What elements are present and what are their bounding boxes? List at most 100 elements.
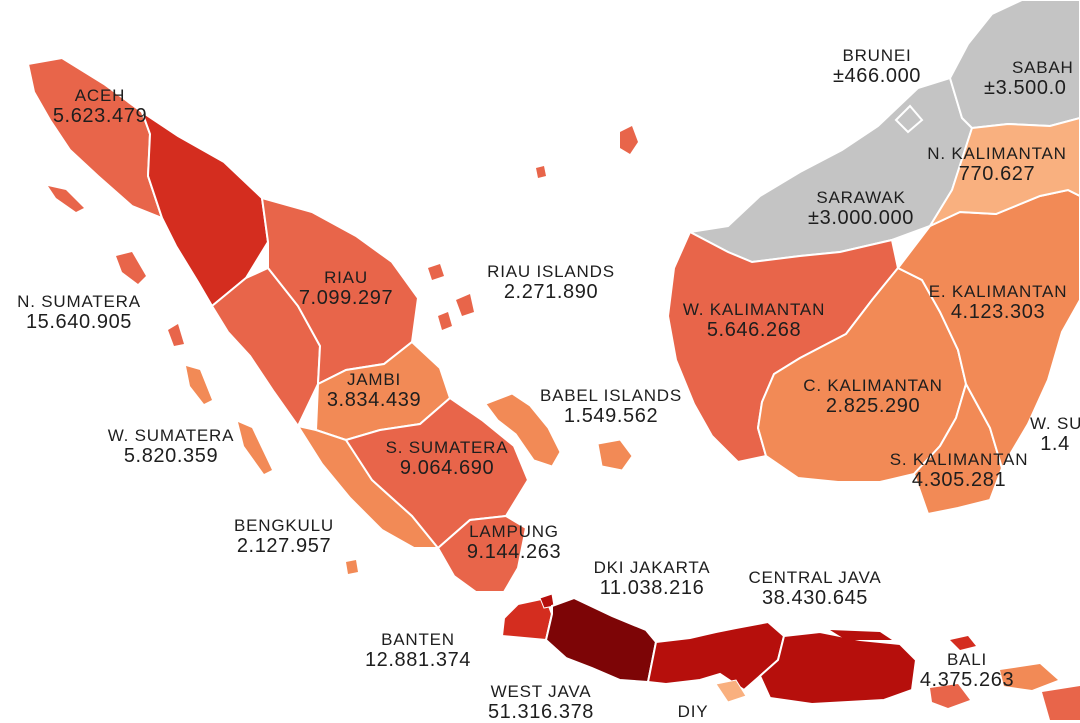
label-lampung: LAMPUNG 9.144.263 bbox=[450, 522, 578, 563]
label-sabah-value: ±3.500.0 bbox=[984, 77, 1067, 100]
region-sabah-shape bbox=[948, 0, 1080, 130]
region-lampung-shape bbox=[436, 514, 528, 593]
region-small-island-shape bbox=[168, 324, 184, 346]
label-brunei: BRUNEI ±466.000 bbox=[818, 46, 936, 87]
region-lesser-sunda-shape-3 bbox=[1042, 686, 1080, 720]
label-jambi-name: JAMBI bbox=[346, 370, 402, 389]
region-mentawai-shape-2 bbox=[238, 422, 272, 474]
label-brunei-name: BRUNEI bbox=[842, 46, 912, 65]
region-north-kalimantan-shape bbox=[927, 116, 1080, 229]
region-belitung-shape bbox=[597, 439, 633, 471]
label-west-kalimantan-value: 5.646.268 bbox=[706, 319, 802, 342]
label-bali-name: BALI bbox=[946, 650, 988, 669]
label-west-sumatera: W. SUMATERA 5.820.359 bbox=[92, 426, 250, 467]
label-aceh-name: ACEH bbox=[74, 86, 126, 105]
label-bengkulu: BENGKULU 2.127.957 bbox=[220, 516, 348, 557]
label-riau-islands-value: 2.271.890 bbox=[503, 281, 599, 304]
label-dki-jakarta-value: 11.038.216 bbox=[599, 577, 705, 600]
label-bali: BALI 4.375.263 bbox=[914, 650, 1020, 691]
label-north-sumatera: N. SUMATERA 15.640.905 bbox=[0, 292, 158, 333]
label-sarawak-value: ±3.000.000 bbox=[808, 207, 914, 230]
region-riau-islands-shape-2 bbox=[428, 264, 444, 280]
label-riau-islands: RIAU ISLANDS 2.271.890 bbox=[470, 262, 632, 303]
region-east-java-shape bbox=[758, 630, 918, 706]
region-aceh-shape bbox=[26, 56, 164, 220]
label-sabah-name: SABAH bbox=[1012, 58, 1074, 77]
region-south-sumatera-shape bbox=[344, 396, 530, 550]
label-west-sulawesi: W. SU 1.4 bbox=[1030, 414, 1080, 455]
label-south-kalimantan-value: 4.305.281 bbox=[911, 469, 1007, 492]
label-lampung-name: LAMPUNG bbox=[469, 522, 559, 541]
label-aceh: ACEH 5.623.479 bbox=[40, 86, 160, 127]
region-diy-shape bbox=[715, 679, 747, 703]
region-west-java-shape bbox=[544, 596, 658, 684]
region-riau-islands-shape-3 bbox=[456, 294, 474, 316]
region-mentawai-shape-1 bbox=[186, 366, 212, 404]
region-simeulue-shape bbox=[48, 186, 84, 212]
label-sarawak-name: SARAWAK bbox=[816, 188, 906, 207]
region-enggano-shape bbox=[346, 560, 358, 574]
label-central-kalimantan-name: C. KALIMANTAN bbox=[803, 376, 943, 395]
label-west-java: WEST JAVA 51.316.378 bbox=[468, 682, 614, 723]
label-riau: RIAU 7.099.297 bbox=[284, 268, 408, 309]
label-dki-jakarta-name: DKI JAKARTA bbox=[593, 558, 711, 577]
label-jambi-value: 3.834.439 bbox=[326, 389, 422, 412]
label-west-sulawesi-name: W. SU bbox=[1030, 414, 1080, 433]
label-west-sumatera-name: W. SUMATERA bbox=[107, 426, 235, 445]
region-bali-shape bbox=[950, 636, 976, 650]
label-dki-jakarta: DKI JAKARTA 11.038.216 bbox=[576, 558, 728, 599]
label-central-kalimantan: C. KALIMANTAN 2.825.290 bbox=[788, 376, 958, 417]
label-north-sumatera-name: N. SUMATERA bbox=[17, 292, 141, 311]
label-bengkulu-name: BENGKULU bbox=[234, 516, 334, 535]
label-south-sumatera-value: 9.064.690 bbox=[399, 457, 495, 480]
label-lampung-value: 9.144.263 bbox=[466, 541, 562, 564]
region-bangka-shape bbox=[485, 393, 561, 467]
label-diy-name: DIY bbox=[677, 702, 709, 721]
label-babel-islands-value: 1.549.562 bbox=[563, 405, 659, 428]
label-west-kalimantan: W. KALIMANTAN 5.646.268 bbox=[666, 300, 842, 341]
label-west-java-value: 51.316.378 bbox=[487, 701, 595, 723]
label-babel-islands-name: BABEL ISLANDS bbox=[539, 386, 683, 405]
label-banten-value: 12.881.374 bbox=[364, 649, 472, 672]
label-south-sumatera-name: S. SUMATERA bbox=[385, 438, 509, 457]
label-riau-name: RIAU bbox=[324, 268, 368, 287]
label-west-kalimantan-name: W. KALIMANTAN bbox=[682, 300, 826, 319]
region-riau-islands-shape-1 bbox=[620, 126, 638, 154]
label-babel-islands: BABEL ISLANDS 1.549.562 bbox=[522, 386, 700, 427]
region-madura-shape bbox=[830, 630, 892, 640]
label-central-kalimantan-value: 2.825.290 bbox=[825, 395, 921, 418]
label-central-java-name: CENTRAL JAVA bbox=[748, 568, 882, 587]
region-lesser-sunda-shape-2 bbox=[1000, 664, 1058, 690]
region-riau-islands-shape-5 bbox=[536, 166, 546, 178]
label-bali-value: 4.375.263 bbox=[919, 669, 1015, 692]
region-riau-islands-shape-4 bbox=[438, 312, 452, 330]
label-north-kalimantan-name: N. KALIMANTAN bbox=[927, 144, 1067, 163]
label-central-java-value: 38.430.645 bbox=[761, 587, 869, 610]
label-diy: DIY bbox=[666, 702, 720, 721]
label-west-sulawesi-value: 1.4 bbox=[1040, 433, 1070, 456]
region-nias-shape bbox=[116, 252, 146, 284]
label-west-java-name: WEST JAVA bbox=[490, 682, 592, 701]
label-riau-islands-name: RIAU ISLANDS bbox=[487, 262, 615, 281]
label-east-kalimantan-value: 4.123.303 bbox=[950, 301, 1046, 324]
label-bengkulu-value: 2.127.957 bbox=[236, 535, 332, 558]
label-sabah: SABAH ±3.500.0 bbox=[978, 58, 1080, 99]
region-lesser-sunda-shape-1 bbox=[930, 684, 970, 708]
label-south-sumatera: S. SUMATERA 9.064.690 bbox=[370, 438, 524, 479]
label-west-sumatera-value: 5.820.359 bbox=[123, 445, 219, 468]
label-aceh-value: 5.623.479 bbox=[52, 105, 148, 128]
label-north-kalimantan-value: 770.627 bbox=[958, 163, 1036, 186]
label-north-sumatera-value: 15.640.905 bbox=[25, 311, 133, 334]
label-south-kalimantan: S. KALIMANTAN 4.305.281 bbox=[872, 450, 1046, 491]
label-riau-value: 7.099.297 bbox=[298, 287, 394, 310]
label-sarawak: SARAWAK ±3.000.000 bbox=[790, 188, 932, 229]
label-banten: BANTEN 12.881.374 bbox=[352, 630, 484, 671]
label-east-kalimantan-name: E. KALIMANTAN bbox=[928, 282, 1068, 301]
label-east-kalimantan: E. KALIMANTAN 4.123.303 bbox=[916, 282, 1080, 323]
label-north-kalimantan: N. KALIMANTAN 770.627 bbox=[914, 144, 1080, 185]
label-jambi: JAMBI 3.834.439 bbox=[316, 370, 432, 411]
label-south-kalimantan-name: S. KALIMANTAN bbox=[889, 450, 1029, 469]
label-brunei-value: ±466.000 bbox=[832, 65, 922, 88]
label-central-java: CENTRAL JAVA 38.430.645 bbox=[730, 568, 900, 609]
